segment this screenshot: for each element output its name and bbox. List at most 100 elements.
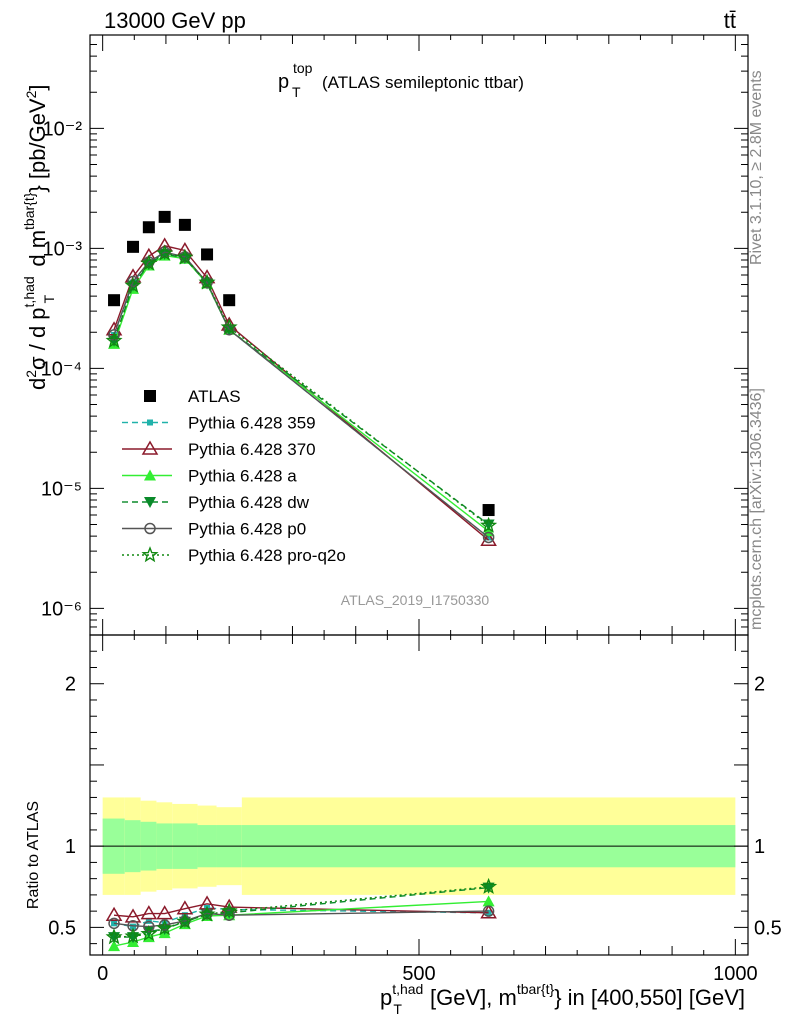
ratio-data-point — [140, 905, 158, 920]
main-data-point — [198, 273, 216, 290]
ratio-y-tick-label: 2 — [65, 674, 76, 696]
ratio-y-tick-label: 1 — [65, 836, 76, 858]
ratio-y-tick-label-right: 1 — [754, 836, 765, 858]
main-y-tick-label: 10⁻² — [43, 118, 83, 140]
legend-marker — [141, 546, 159, 563]
main-y-tick-label: 10⁻⁴ — [41, 358, 82, 380]
main-data-point — [178, 218, 191, 231]
main-data-point — [140, 254, 158, 271]
main-data-point — [142, 221, 155, 234]
ratio-data-point — [108, 940, 121, 952]
plot-title: p T top (ATLAS semileptonic ttbar) — [278, 60, 524, 100]
main-data-point — [127, 275, 139, 288]
main-data-point — [480, 531, 497, 546]
title-rest: (ATLAS semileptonic ttbar) — [322, 73, 524, 92]
legend-marker — [144, 497, 156, 508]
ratio-data-point — [124, 927, 142, 944]
legend-item: Pythia 6.428 p0 — [122, 520, 306, 539]
main-series-line — [113, 253, 490, 526]
x-tick-label: 500 — [402, 963, 435, 985]
main-data-point — [142, 259, 155, 271]
ratio-data-point — [480, 877, 498, 894]
title-main: p — [278, 71, 289, 93]
ratio-data-point — [220, 902, 238, 919]
legend-marker — [141, 440, 159, 455]
main-series-group — [105, 210, 498, 546]
main-data-point — [176, 248, 194, 265]
x-axis-label: pt,had T [GeV], mtbar{t}} in [400,550] [G… — [380, 981, 745, 1017]
title-sub: T — [292, 84, 301, 100]
main-data-point — [201, 248, 214, 261]
process-label: tt̄ — [724, 8, 736, 33]
main-series-line — [113, 254, 490, 532]
legend-item: ATLAS — [144, 387, 241, 406]
main-data-point — [220, 318, 238, 335]
main-y-tick-label: 10⁻³ — [43, 238, 83, 260]
ratio-data-point — [143, 920, 155, 933]
ratio-series-1 — [105, 895, 497, 923]
legend-item: Pythia 6.428 pro-q2o — [122, 546, 346, 565]
ratio-data-point — [105, 906, 123, 921]
main-y-tick-label: 10⁻⁵ — [41, 478, 82, 500]
legend-label: Pythia 6.428 pro-q2o — [188, 546, 346, 565]
x-tick-label: 0 — [97, 963, 108, 985]
ratio-data-point — [198, 905, 216, 922]
analysis-watermark: ATLAS_2019_I1750330 — [341, 592, 490, 608]
main-data-point — [124, 276, 142, 293]
legend: ATLAS Pythia 6.428 359 Pythia 6.428 370 Pyt… — [122, 387, 346, 565]
legend-item: Pythia 6.428 dw — [122, 493, 310, 512]
main-data-point — [158, 210, 171, 223]
main-data-point — [482, 531, 495, 544]
main-data-point — [156, 244, 174, 261]
main-series-0 — [108, 210, 495, 517]
ratio-data-point — [105, 928, 123, 945]
legend-label: ATLAS — [188, 387, 241, 406]
legend-label: Pythia 6.428 370 — [188, 440, 316, 459]
ratio-data-point — [482, 905, 495, 917]
main-data-point — [480, 516, 498, 533]
mcplots-label: mcplots.cern.ch [arXiv:1306.3436] — [748, 388, 765, 630]
main-y-tick-label: 10⁻⁶ — [41, 598, 82, 620]
legend-label: Pythia 6.428 a — [188, 467, 297, 486]
legend-marker — [144, 390, 156, 402]
title-sup: top — [293, 60, 313, 76]
main-data-point — [127, 240, 140, 253]
main-series-4 — [108, 248, 495, 531]
ratio-data-point — [482, 895, 495, 907]
ratio-series-group — [105, 877, 498, 952]
legend-label: Pythia 6.428 p0 — [188, 520, 306, 539]
main-y-axis-label: d2σ / d pt,had T d mtbar{t}} [pb/GeV2] — [21, 84, 57, 390]
main-data-point — [105, 331, 123, 349]
ratio-y-axis-label: Ratio to ATLAS — [25, 801, 42, 909]
ratio-data-point — [482, 882, 495, 894]
main-data-point — [223, 294, 236, 307]
ratio-data-point — [127, 932, 140, 944]
main-series-line — [113, 251, 490, 539]
ratio-data-point — [223, 909, 235, 921]
legend-marker — [147, 419, 153, 426]
axes-group: 10⁻² 10⁻³ 10⁻⁴ 10⁻⁵ 10⁻⁶ 0.5 0.5 1 1 2 2 0 500 1000 — [41, 34, 782, 985]
rivet-version-label: Rivet 3.1.10, ≥ 2.8M events — [748, 70, 765, 265]
main-data-point — [482, 519, 495, 531]
main-series-2 — [105, 237, 497, 546]
ratio-y-tick-label-right: 2 — [754, 674, 765, 696]
ratio-data-point — [124, 908, 142, 923]
ratio-data-point — [156, 919, 174, 936]
main-frame — [89, 34, 749, 636]
ratio-y-tick-label-right: 0.5 — [754, 917, 782, 939]
legend-label: Pythia 6.428 dw — [188, 493, 310, 512]
main-series-6 — [105, 244, 498, 533]
main-series-line — [113, 252, 490, 527]
ratio-y-tick-label: 0.5 — [48, 917, 76, 939]
legend-item: Pythia 6.428 359 — [122, 414, 316, 433]
ratio-data-point — [176, 912, 194, 930]
ratio-data-point — [156, 905, 173, 920]
ratio-data-point — [140, 924, 158, 942]
legend-label: Pythia 6.428 359 — [188, 414, 316, 433]
legend-item: Pythia 6.428 370 — [122, 440, 316, 459]
ratio-uncertainty-bands — [90, 797, 748, 895]
main-data-point — [482, 504, 495, 517]
legend-item: Pythia 6.428 a — [122, 467, 297, 486]
main-data-point — [108, 294, 121, 307]
